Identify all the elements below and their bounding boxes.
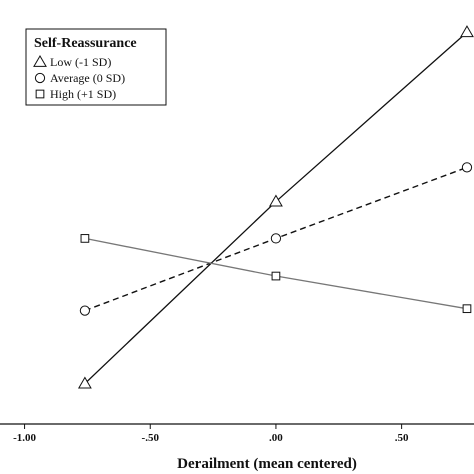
- x-tick-label: -1.00: [13, 432, 36, 444]
- legend-label: Average (0 SD): [50, 71, 125, 85]
- data-point-triangle: [269, 194, 283, 207]
- data-point-square: [80, 234, 90, 243]
- legend-item-circle: Average (0 SD): [34, 71, 125, 85]
- data-point-circle: [461, 162, 473, 173]
- x-tick-label: .00: [269, 432, 283, 444]
- data-point-triangle: [77, 376, 92, 389]
- legend-title: Self-Reassurance: [34, 36, 137, 51]
- legend-item-square: High (+1 SD): [35, 87, 116, 101]
- legend-marker-circle: [34, 72, 46, 84]
- legend: Self-Reassurance Low (-1 SD) Average (0 S…: [25, 28, 167, 106]
- data-point-triangle: [460, 25, 474, 38]
- legend-label: Low (-1 SD): [50, 55, 111, 69]
- legend-marker-triangle: [33, 54, 47, 67]
- legend-items: Low (-1 SD) Average (0 SD) High (+1 SD): [33, 54, 125, 101]
- x-tick-label: .50: [395, 432, 409, 444]
- data-point-square: [271, 271, 281, 281]
- legend-item-triangle: Low (-1 SD): [33, 54, 111, 69]
- data-point-square: [462, 304, 472, 314]
- data-point-circle: [79, 305, 91, 316]
- x-axis-title: Derailment (mean centered): [177, 456, 357, 472]
- data-point-circle: [270, 233, 282, 244]
- legend-marker-square: [35, 89, 45, 99]
- legend-box: [25, 28, 167, 106]
- plot-area: [77, 25, 474, 389]
- legend-label: High (+1 SD): [50, 87, 116, 101]
- x-axis: -1.00 -.50 .00 .50 Derailment (mean centere…: [0, 423, 474, 472]
- x-axis-ticks: -1.00 -.50 .00 .50: [13, 424, 409, 444]
- x-tick-label: -.50: [142, 432, 160, 444]
